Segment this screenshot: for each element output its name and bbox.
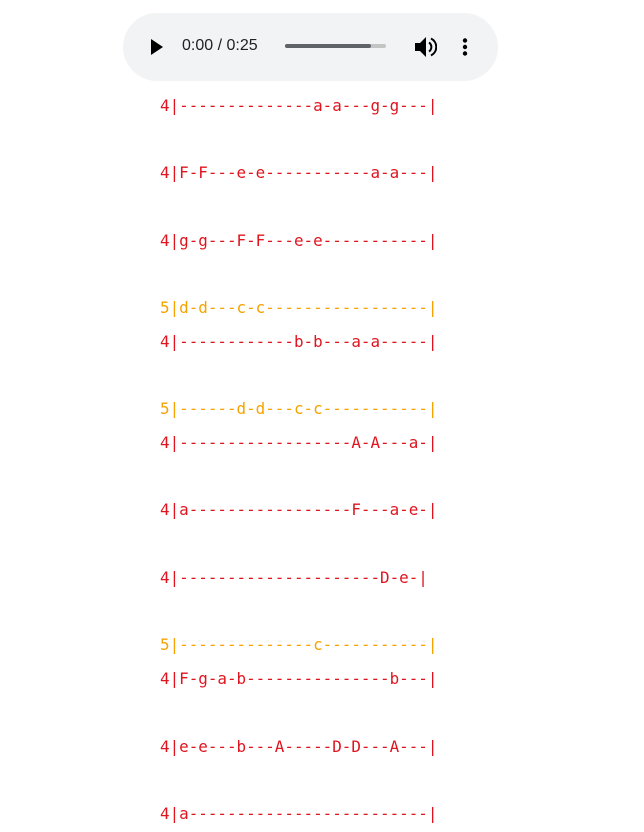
- tab-line: 4|g-g---F-F---e-e-----------|: [160, 231, 438, 250]
- volume-button[interactable]: [413, 34, 439, 60]
- more-options-button[interactable]: [453, 34, 477, 60]
- tab-line: 5|------d-d---c-c-----------|: [160, 399, 438, 418]
- play-button[interactable]: [143, 33, 171, 61]
- audio-player: 0:00 / 0:25: [123, 13, 498, 81]
- tab-line: 4|e-e---b---A-----D-D---A---|: [160, 737, 438, 756]
- time-display: 0:00 / 0:25: [182, 37, 258, 54]
- volume-icon: [415, 37, 437, 57]
- tab-line: 4|------------b-b---a-a-----|: [160, 332, 438, 351]
- tab-line: 4|--------------a-a---g-g---|: [160, 96, 438, 115]
- tab-line: 4|a-----------------F---a-e-|: [160, 500, 438, 519]
- progress-slider[interactable]: [285, 44, 386, 48]
- tab-line: 5|--------------c-----------|: [160, 635, 438, 654]
- progress-fill: [285, 44, 371, 48]
- tab-line: 5|d-d---c-c-----------------|: [160, 298, 438, 317]
- play-icon: [151, 39, 163, 55]
- tab-line: 4|---------------------D-e-|: [160, 568, 428, 587]
- tab-line: 4|F-g-a-b---------------b---|: [160, 669, 438, 688]
- tab-line: 4|------------------A-A---a-|: [160, 433, 438, 452]
- tab-line: 4|F-F---e-e-----------a-a---|: [160, 163, 438, 182]
- more-vert-icon: [462, 38, 468, 56]
- tab-line: 4|a-------------------------|: [160, 804, 438, 823]
